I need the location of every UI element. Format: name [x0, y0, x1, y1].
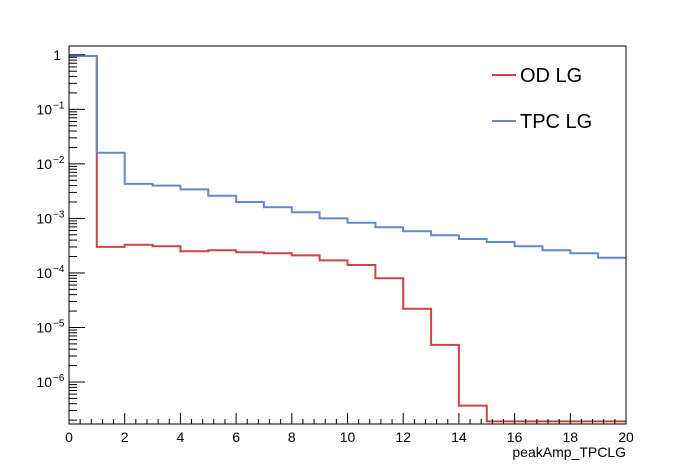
- y-tick-label: 10 −4: [36, 264, 64, 281]
- legend-label-1: TPC LG: [520, 111, 592, 133]
- y-tick-exponent: −2: [53, 155, 65, 166]
- y-tick-base: 1: [53, 47, 61, 63]
- x-tick-label: 12: [395, 429, 411, 445]
- x-tick-label: 8: [288, 429, 296, 445]
- y-tick-exponent: −4: [53, 264, 65, 275]
- x-tick-label: 0: [65, 429, 73, 445]
- y-tick-exponent: −3: [53, 209, 65, 220]
- legend: OD LG TPC LG: [492, 65, 592, 133]
- y-tick-exponent: −5: [53, 318, 65, 329]
- x-tick-label: 4: [177, 429, 185, 445]
- y-tick-label: 10 −5: [36, 318, 64, 335]
- y-tick-base: 10: [36, 210, 52, 226]
- y-tick-exponent: −6: [53, 373, 65, 384]
- x-tick-label: 20: [618, 429, 634, 445]
- x-axis-title: peakAmp_TPCLG: [512, 444, 626, 460]
- y-tick-base: 10: [36, 265, 52, 281]
- x-axis: 0 2 4 6 8 10 12 14 16 18 20: [65, 413, 634, 445]
- y-tick-base: 10: [36, 156, 52, 172]
- legend-label-0: OD LG: [520, 65, 582, 87]
- x-tick-label: 14: [451, 429, 467, 445]
- x-tick-label: 6: [232, 429, 240, 445]
- series-1-line: [69, 55, 626, 259]
- y-tick-label: 10 −6: [36, 373, 64, 390]
- x-tick-label: 16: [507, 429, 523, 445]
- y-tick-base: 10: [36, 374, 52, 390]
- x-tick-label: 18: [563, 429, 579, 445]
- y-tick-label: 10 −2: [36, 155, 64, 172]
- series-layer: [69, 55, 626, 423]
- y-tick-base: 10: [36, 101, 52, 117]
- y-tick-base: 10: [36, 319, 52, 335]
- y-axis: 110−110−210−310−410−510−6: [36, 47, 85, 421]
- series-0-line: [69, 55, 626, 423]
- x-tick-label: 10: [340, 429, 356, 445]
- y-tick-label: 1: [53, 47, 61, 63]
- y-tick-label: 10 −3: [36, 209, 64, 226]
- y-tick-exponent: −1: [53, 100, 65, 111]
- x-tick-label: 2: [121, 429, 129, 445]
- y-tick-label: 10 −1: [36, 100, 64, 117]
